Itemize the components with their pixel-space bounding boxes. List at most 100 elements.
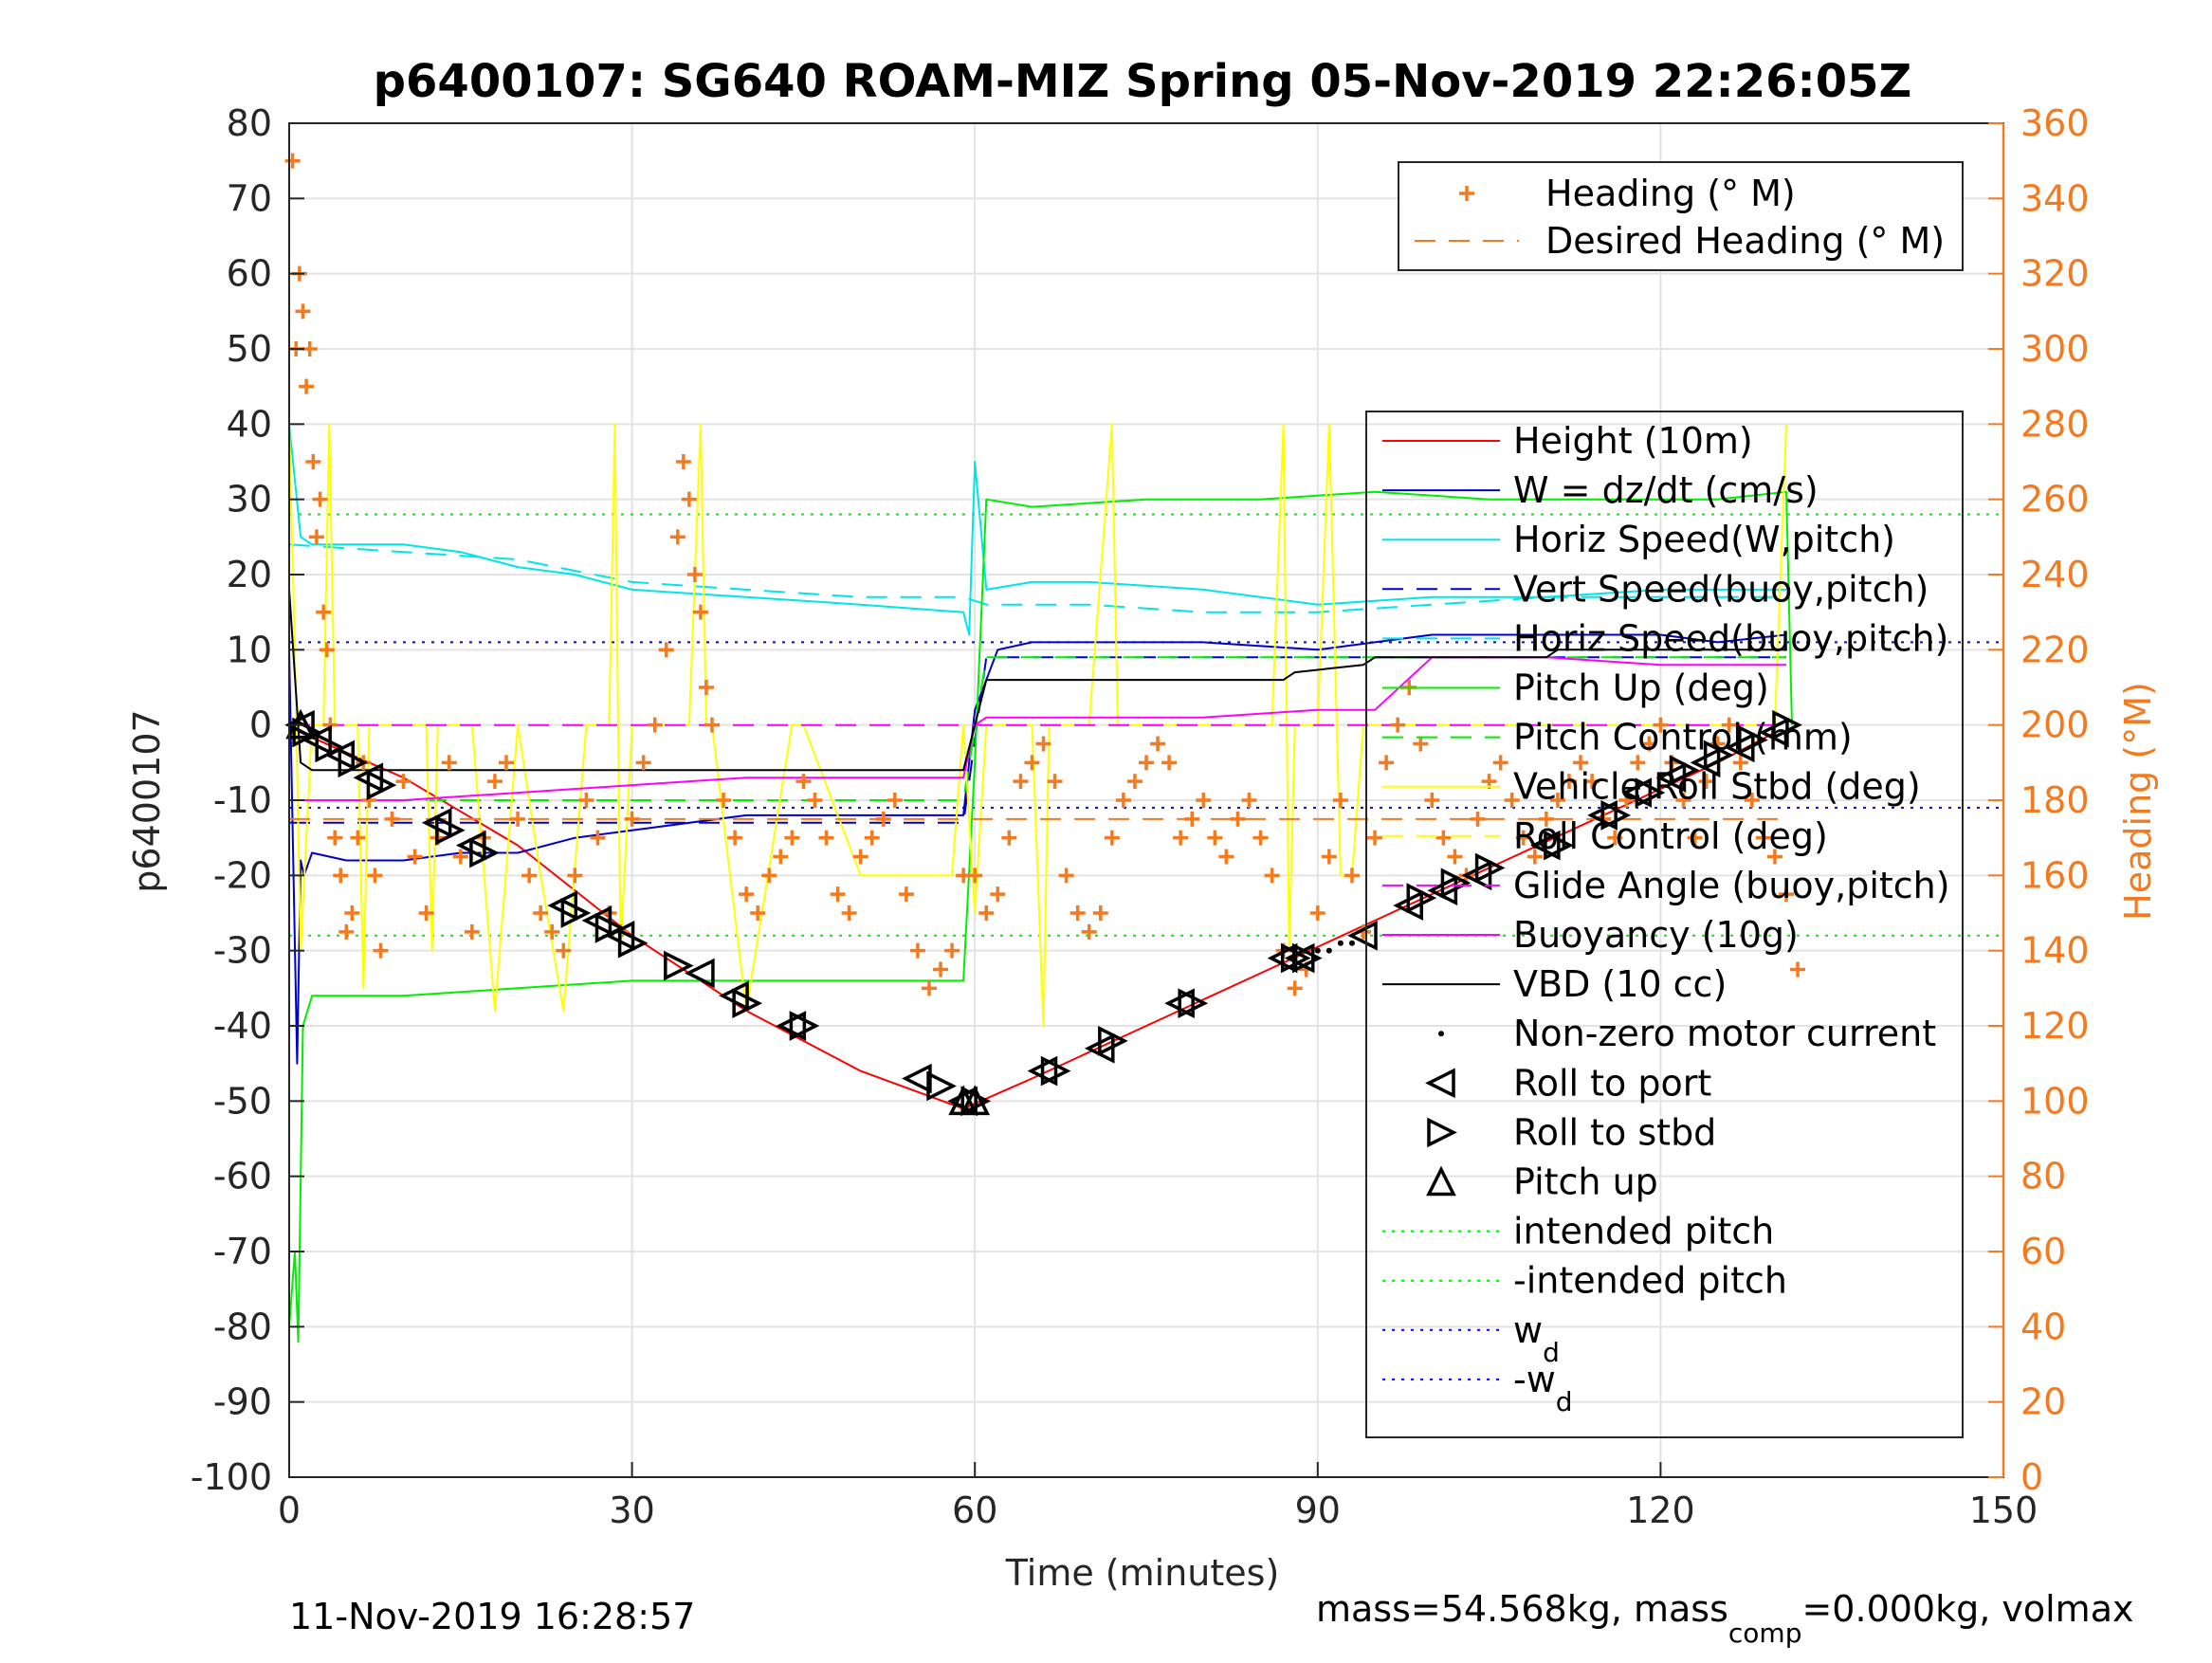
heading-point [1321, 849, 1337, 865]
heading-point [510, 811, 526, 827]
footer-mass: mass=54.568kg, masscomp=0.000kg, volmax [1316, 1588, 2133, 1649]
heading-point [1013, 774, 1029, 790]
heading-point [1287, 980, 1303, 996]
roll-to-stbd-marker [1544, 830, 1574, 861]
heading-point [367, 868, 383, 884]
legend-label-text: Horiz Speed(W,pitch) [1513, 519, 1895, 560]
legend-label: Pitch Control (mm) [1513, 717, 1853, 758]
heading-point [1561, 774, 1577, 790]
heading-point [1766, 849, 1782, 865]
legend-label: Buoyancy (10g) [1513, 914, 1799, 956]
roll-to-stbd-marker [1703, 740, 1734, 771]
heading-point [590, 830, 606, 846]
legend-label-text: Vehicle Roll Stbd (deg) [1513, 766, 1921, 808]
y-tick-label-right: 180 [2020, 779, 2090, 821]
y-tick-label-right: 320 [2020, 253, 2090, 295]
heading-point [1069, 905, 1086, 921]
legend-label-text: Height (10m) [1513, 420, 1753, 462]
heading-point [1207, 830, 1223, 846]
roll-to-stbd-marker [926, 1070, 957, 1102]
y-tick-label-right: 20 [2020, 1381, 2066, 1423]
heading-point [727, 830, 743, 846]
heading-point [967, 868, 983, 884]
heading-point [395, 774, 411, 790]
heading-point [1504, 793, 1520, 808]
heading-point [1047, 774, 1063, 790]
motor-current-dot [1337, 940, 1344, 946]
legend-main: Height (10m) W = dz/dt (cm/s) Horiz Speed(… [1365, 411, 1964, 1438]
heading-point [1538, 811, 1554, 827]
legend-label: Vert Speed(buoy,pitch) [1513, 568, 1929, 610]
legend-label-text: Pitch Control (mm) [1513, 717, 1853, 758]
heading-point [302, 341, 318, 356]
heading-point [384, 811, 400, 827]
legend-main-box [1365, 411, 1964, 1438]
heading-point [1778, 886, 1794, 903]
legend-label-text: Non-zero motor current [1513, 1013, 1936, 1054]
heading-point [716, 793, 732, 808]
heading-point [990, 886, 1006, 903]
footer-mass-part2: =0.000kg, volmax [1801, 1588, 2133, 1630]
heading-point [1470, 811, 1486, 827]
heading-point [1618, 793, 1635, 808]
ticks-layer: 0 30 60 90 120 15080706050403020100-10-20-30-… [191, 102, 2090, 1531]
heading-point [698, 680, 714, 695]
heading-point [1001, 830, 1017, 846]
chart-title: p6400107: SG640 ROAM-MIZ Spring 05-Nov-2… [374, 55, 1912, 108]
legend-label: Non-zero motor current [1513, 1013, 1936, 1054]
heading-point [1150, 736, 1166, 752]
y-tick-label-left: 10 [227, 629, 272, 670]
heading-point [647, 717, 663, 733]
legend-label-text: Glide Angle (buoy,pitch) [1513, 865, 1950, 906]
legend-heading-box [1398, 161, 1964, 271]
heading-point [818, 830, 834, 846]
x-tick-label: 30 [609, 1489, 654, 1531]
legend-label-text: VBD (10 cc) [1513, 963, 1727, 1005]
heading-point [1607, 830, 1623, 846]
heading-point [1035, 736, 1051, 752]
heading-point [1698, 774, 1714, 790]
heading-point [658, 642, 674, 658]
heading-point [556, 942, 572, 959]
heading-point [284, 153, 301, 169]
series-line [288, 423, 1787, 1027]
heading-point [739, 886, 755, 903]
heading-point [681, 491, 697, 507]
heading-point [887, 793, 903, 808]
roll-to-stbd-marker [789, 1011, 820, 1041]
legend-label-text: w [1513, 1309, 1543, 1351]
heading-point [795, 774, 812, 790]
heading-point [704, 717, 720, 733]
roll-to-stbd-marker [732, 988, 763, 1019]
motor-current-dot [1314, 947, 1321, 954]
heading-point [305, 454, 321, 469]
legend-label: Roll to stbd [1513, 1111, 1716, 1153]
heading-point [486, 774, 503, 790]
legend-label: VBD (10 cc) [1513, 963, 1727, 1005]
heading-point [1721, 717, 1737, 733]
heading-point [624, 811, 640, 827]
legend-sample [1426, 1165, 1456, 1197]
y-tick-label-left: -70 [213, 1231, 272, 1272]
legend-label: Height (10m) [1513, 420, 1753, 462]
legend-sample [1427, 1117, 1457, 1148]
legend-label-text: Vert Speed(buoy,pitch) [1513, 568, 1929, 610]
heading-point [750, 905, 766, 921]
legend-label-text: intended pitch [1513, 1211, 1774, 1252]
heading-point [316, 604, 332, 620]
heading-point [1332, 793, 1348, 808]
legend-heading: Heading (° M) Desired Heading (° M) [1398, 161, 1964, 271]
heading-point [373, 942, 389, 959]
heading-point [1344, 868, 1360, 884]
legend-label: Roll to port [1513, 1062, 1711, 1104]
y-tick-label-left: 40 [227, 403, 272, 445]
reference-lines [289, 513, 2003, 937]
heading-point [1218, 849, 1234, 865]
series-line [288, 589, 1786, 772]
heading-point [1230, 811, 1246, 827]
series-line [288, 543, 1786, 613]
heading-point [333, 868, 349, 884]
legend-label: W = dz/dt (cm/s) [1513, 469, 1819, 511]
